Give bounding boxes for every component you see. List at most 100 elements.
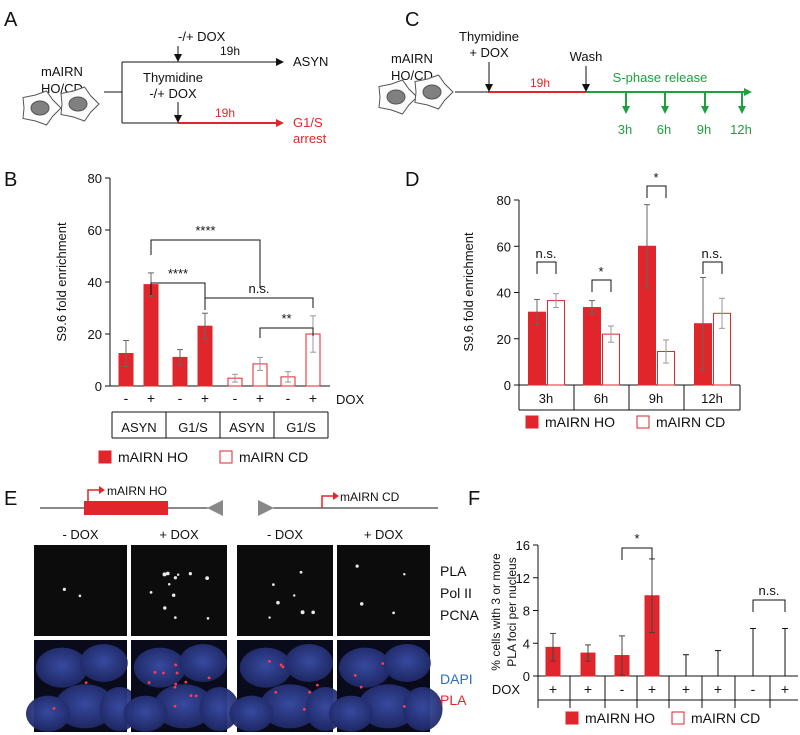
bar <box>143 284 159 387</box>
timepoint-label: 3h <box>618 122 632 137</box>
pla-focus <box>276 600 280 605</box>
column-label: - DOX <box>267 527 303 542</box>
pla-focus <box>163 606 167 610</box>
pla-focus-overlay <box>184 680 188 684</box>
pla-focus-overlay <box>174 663 178 667</box>
channel-label-dapi: DAPI <box>440 671 473 687</box>
legend-swatch-ho <box>565 711 579 725</box>
channel-label: PCNA <box>440 607 480 623</box>
significance-label: n.s. <box>249 281 270 296</box>
pla-focus-overlay <box>207 676 211 680</box>
dox-sign: + <box>781 681 789 697</box>
category-label: 9h <box>649 391 663 406</box>
pla-focus <box>311 610 315 615</box>
dox-sign: + <box>682 681 690 697</box>
arrow-head <box>276 119 284 127</box>
significance-bracket <box>536 261 557 274</box>
y-tick-label: 16 <box>516 538 530 553</box>
y-tick-label: 40 <box>88 275 102 290</box>
pla-focus-overlay <box>279 663 283 667</box>
timepoint-label: 6h <box>657 122 671 137</box>
significance-label: n.s. <box>536 246 557 261</box>
dox-sign: + <box>201 390 209 406</box>
panel-letter-f: F <box>468 488 480 510</box>
arrow-head <box>582 84 590 92</box>
y-axis-label: S9.6 fold enrichment <box>54 222 69 342</box>
pla-focus-overlay <box>308 690 311 694</box>
bracket-ho-asyn-g1s <box>150 282 206 305</box>
group-label: ASYN <box>229 420 264 435</box>
pla-focus <box>300 610 305 615</box>
bracket-cd-dox <box>752 599 786 612</box>
panel-letter-c: C <box>405 9 419 31</box>
wash-label: Wash <box>570 49 603 64</box>
pla-focus <box>162 572 167 577</box>
pla-focus-overlay <box>381 662 385 665</box>
dapi-nucleus <box>382 644 431 682</box>
pla-focus <box>173 576 178 580</box>
pla-focus <box>78 594 82 598</box>
pla-focus-overlay <box>302 707 306 711</box>
pla-focus <box>62 587 66 591</box>
promoter-arrow-head <box>99 486 105 494</box>
legend-swatch-ho <box>98 450 112 464</box>
terminator-triangle-ho <box>207 500 223 516</box>
significance-bracket <box>646 185 667 198</box>
channel-label-pla: PLA <box>440 692 467 708</box>
time-label: 19h <box>530 76 550 90</box>
cell-nucleus <box>422 84 442 100</box>
column-label: - DOX <box>62 527 98 542</box>
cells-label-c: HO/CD <box>391 68 433 83</box>
construct-label-cd: mAIRN CD <box>340 490 400 504</box>
arrow-head <box>738 106 746 114</box>
panel-letter-d: D <box>405 169 419 191</box>
legend-label-cd: mAIRN CD <box>239 449 308 465</box>
dox-sign: - <box>124 390 129 406</box>
timepoint-label: 12h <box>730 122 752 137</box>
significance-label: * <box>634 531 639 546</box>
significance-label: * <box>598 264 603 279</box>
timepoint-label: 9h <box>697 122 711 137</box>
group-label: ASYN <box>121 420 156 435</box>
column-label: + DOX <box>159 527 199 542</box>
pla-focus <box>403 573 406 576</box>
treatment-label: Thymidine <box>143 70 203 85</box>
dox-label: DOX <box>336 392 365 407</box>
cell-nucleus <box>386 89 406 105</box>
cells-label-c: mAIRN <box>391 51 433 66</box>
pla-focus-overlay <box>353 673 357 677</box>
dapi-nucleus <box>285 644 333 682</box>
dapi-nucleus <box>25 695 70 732</box>
pla-focus <box>355 564 359 568</box>
dox-sign: - <box>751 681 756 697</box>
pla-focus <box>293 594 296 597</box>
legend-swatch-cd <box>671 711 685 725</box>
dox-sign: + <box>256 390 264 406</box>
micrograph-pla-panel <box>131 545 227 636</box>
group-label: G1/S <box>286 420 316 435</box>
promoter-arrow-ho <box>87 489 100 501</box>
dapi-nucleus <box>133 647 186 688</box>
y-tick-label: 20 <box>88 327 102 342</box>
legend-label-cd: mAIRN CD <box>691 710 760 726</box>
cell-icon <box>60 86 100 122</box>
pla-focus-overlay <box>153 670 157 674</box>
dapi-nucleus <box>179 644 227 682</box>
arrow-head <box>174 54 182 62</box>
y-tick-label: 8 <box>523 604 530 619</box>
arrow-head <box>174 115 182 123</box>
dox-sign: - <box>620 681 625 697</box>
treatment-label: -/+ DOX <box>149 86 197 101</box>
bracket-cd-asyn-g1s <box>259 327 314 338</box>
y-tick-label: 0 <box>504 378 511 393</box>
outcome-label: G1/S <box>293 115 323 130</box>
y-axis-label: % cells with 3 or more <box>489 553 503 671</box>
pla-focus-overlay <box>173 704 177 708</box>
dapi-nucleus <box>123 695 168 732</box>
dapi-nucleus <box>153 684 214 729</box>
construct-gene-ho <box>84 501 168 515</box>
pla-focus-overlay <box>281 665 285 669</box>
y-tick-label: 0 <box>523 669 530 684</box>
construct-label-ho: mAIRN HO <box>107 484 167 498</box>
